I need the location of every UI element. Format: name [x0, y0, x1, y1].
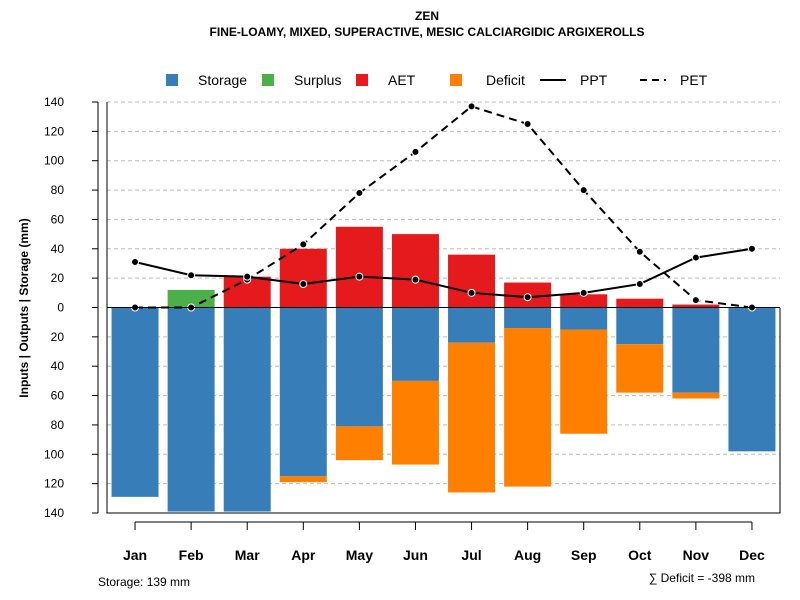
storage-bar: [504, 307, 552, 329]
pet-point: [635, 247, 644, 256]
y-tick-label: 60: [51, 389, 65, 403]
axes: 140 120 100 80 60 40 20 0 20 40 60 80 100 120 140 Jan Fe…: [44, 95, 781, 563]
ppt-point: [411, 275, 420, 284]
ppt-point: [579, 288, 588, 297]
y-tick-label: 80: [51, 183, 65, 197]
x-tick-label: Jun: [403, 547, 428, 563]
aet-bar: [672, 304, 720, 308]
deficit-bar: [279, 476, 327, 483]
pet-line: [135, 105, 753, 309]
aet-bar: [279, 248, 327, 308]
legend: Storage Surplus AET Deficit PPT PET: [166, 72, 708, 88]
x-tick-label: Apr: [291, 547, 316, 563]
storage-bar: [279, 307, 327, 477]
ppt-point: [691, 253, 700, 262]
storage-bar: [616, 307, 664, 345]
pet-point: [411, 147, 420, 156]
ppt-point: [299, 280, 308, 289]
y-tick-label: 40: [51, 242, 65, 256]
storage-bar: [111, 307, 159, 497]
x-tick-label: Feb: [179, 547, 204, 563]
legend-label-pet: PET: [680, 72, 708, 88]
y-tick-label: 100: [44, 154, 64, 168]
x-tick-label: Nov: [683, 547, 710, 563]
y-tick-label: 60: [51, 212, 65, 226]
storage-bar: [167, 307, 215, 512]
deficit-bar: [672, 392, 720, 399]
y-tick-label: 20: [51, 330, 65, 344]
deficit-bar: [335, 426, 383, 461]
legend-swatch-surplus: [262, 74, 274, 86]
legend-label-aet: AET: [388, 72, 416, 88]
storage-bar: [560, 307, 608, 330]
bars: [111, 226, 776, 512]
x-tick-label: Sep: [571, 547, 597, 563]
x-tick-label: Aug: [514, 547, 541, 563]
ppt-line: [134, 247, 753, 299]
y-tick-label: 0: [57, 301, 64, 315]
surplus-bar: [167, 289, 215, 308]
deficit-footnote: ∑ Deficit = -398 mm: [649, 571, 755, 585]
deficit-bar: [448, 342, 496, 493]
deficit-bar: [560, 329, 608, 434]
legend-swatch-deficit: [450, 74, 462, 86]
y-tick-label: 140: [44, 506, 64, 520]
pet-point: [691, 296, 700, 305]
pet-point: [467, 102, 476, 111]
x-tick-label: Mar: [235, 547, 260, 563]
deficit-bar: [504, 328, 552, 487]
legend-swatch-aet: [356, 74, 368, 86]
storage-bar: [448, 307, 496, 343]
x-tick-label: May: [346, 547, 373, 563]
y-axis-label: Inputs | Outputs | Storage (mm): [17, 218, 31, 397]
aet-bar: [391, 234, 439, 308]
lines: [131, 102, 756, 312]
aet-bar: [560, 294, 608, 308]
storage-bar: [391, 307, 439, 381]
ppt-point: [131, 257, 140, 266]
storage-bar: [335, 307, 383, 427]
legend-label-ppt: PPT: [580, 72, 608, 88]
pet-point: [579, 186, 588, 195]
legend-swatch-storage: [166, 74, 178, 86]
chart-title: ZEN: [415, 9, 439, 23]
plot-frame: [106, 102, 781, 514]
aet-bar: [448, 254, 496, 308]
legend-label-deficit: Deficit: [486, 72, 525, 88]
y-tick-label: 80: [51, 418, 65, 432]
y-tick-label: 140: [44, 95, 64, 109]
pet-point: [523, 120, 532, 129]
y-tick-label: 120: [44, 477, 64, 491]
x-tick-label: Dec: [739, 547, 765, 563]
storage-footnote: Storage: 139 mm: [98, 575, 190, 589]
pet-point: [355, 189, 364, 198]
ppt-point: [467, 288, 476, 297]
ppt-point: [187, 271, 196, 280]
storage-bar: [223, 307, 271, 512]
pet-point: [299, 240, 308, 249]
gridlines: [107, 101, 780, 514]
legend-label-storage: Storage: [198, 72, 247, 88]
aet-bar: [335, 226, 383, 308]
y-tick-label: 120: [44, 124, 64, 138]
y-tick-label: 100: [44, 447, 64, 461]
chart-subtitle: FINE-LOAMY, MIXED, SUPERACTIVE, MESIC CA…: [210, 25, 645, 39]
legend-label-surplus: Surplus: [294, 72, 341, 88]
storage-bar: [728, 307, 776, 452]
x-tick-label: Jan: [123, 547, 147, 563]
deficit-bar: [616, 344, 664, 393]
ppt-point: [747, 244, 756, 253]
y-tick-label: 40: [51, 359, 65, 373]
ppt-point: [243, 272, 252, 281]
aet-bar: [616, 298, 664, 308]
storage-bar: [672, 307, 720, 393]
x-tick-label: Jul: [461, 547, 481, 563]
x-tick-label: Oct: [628, 547, 652, 563]
ppt-point: [635, 280, 644, 289]
ppt-point: [355, 272, 364, 281]
ppt-point: [523, 293, 532, 302]
y-tick-label: 20: [51, 271, 65, 285]
deficit-bar: [391, 380, 439, 465]
